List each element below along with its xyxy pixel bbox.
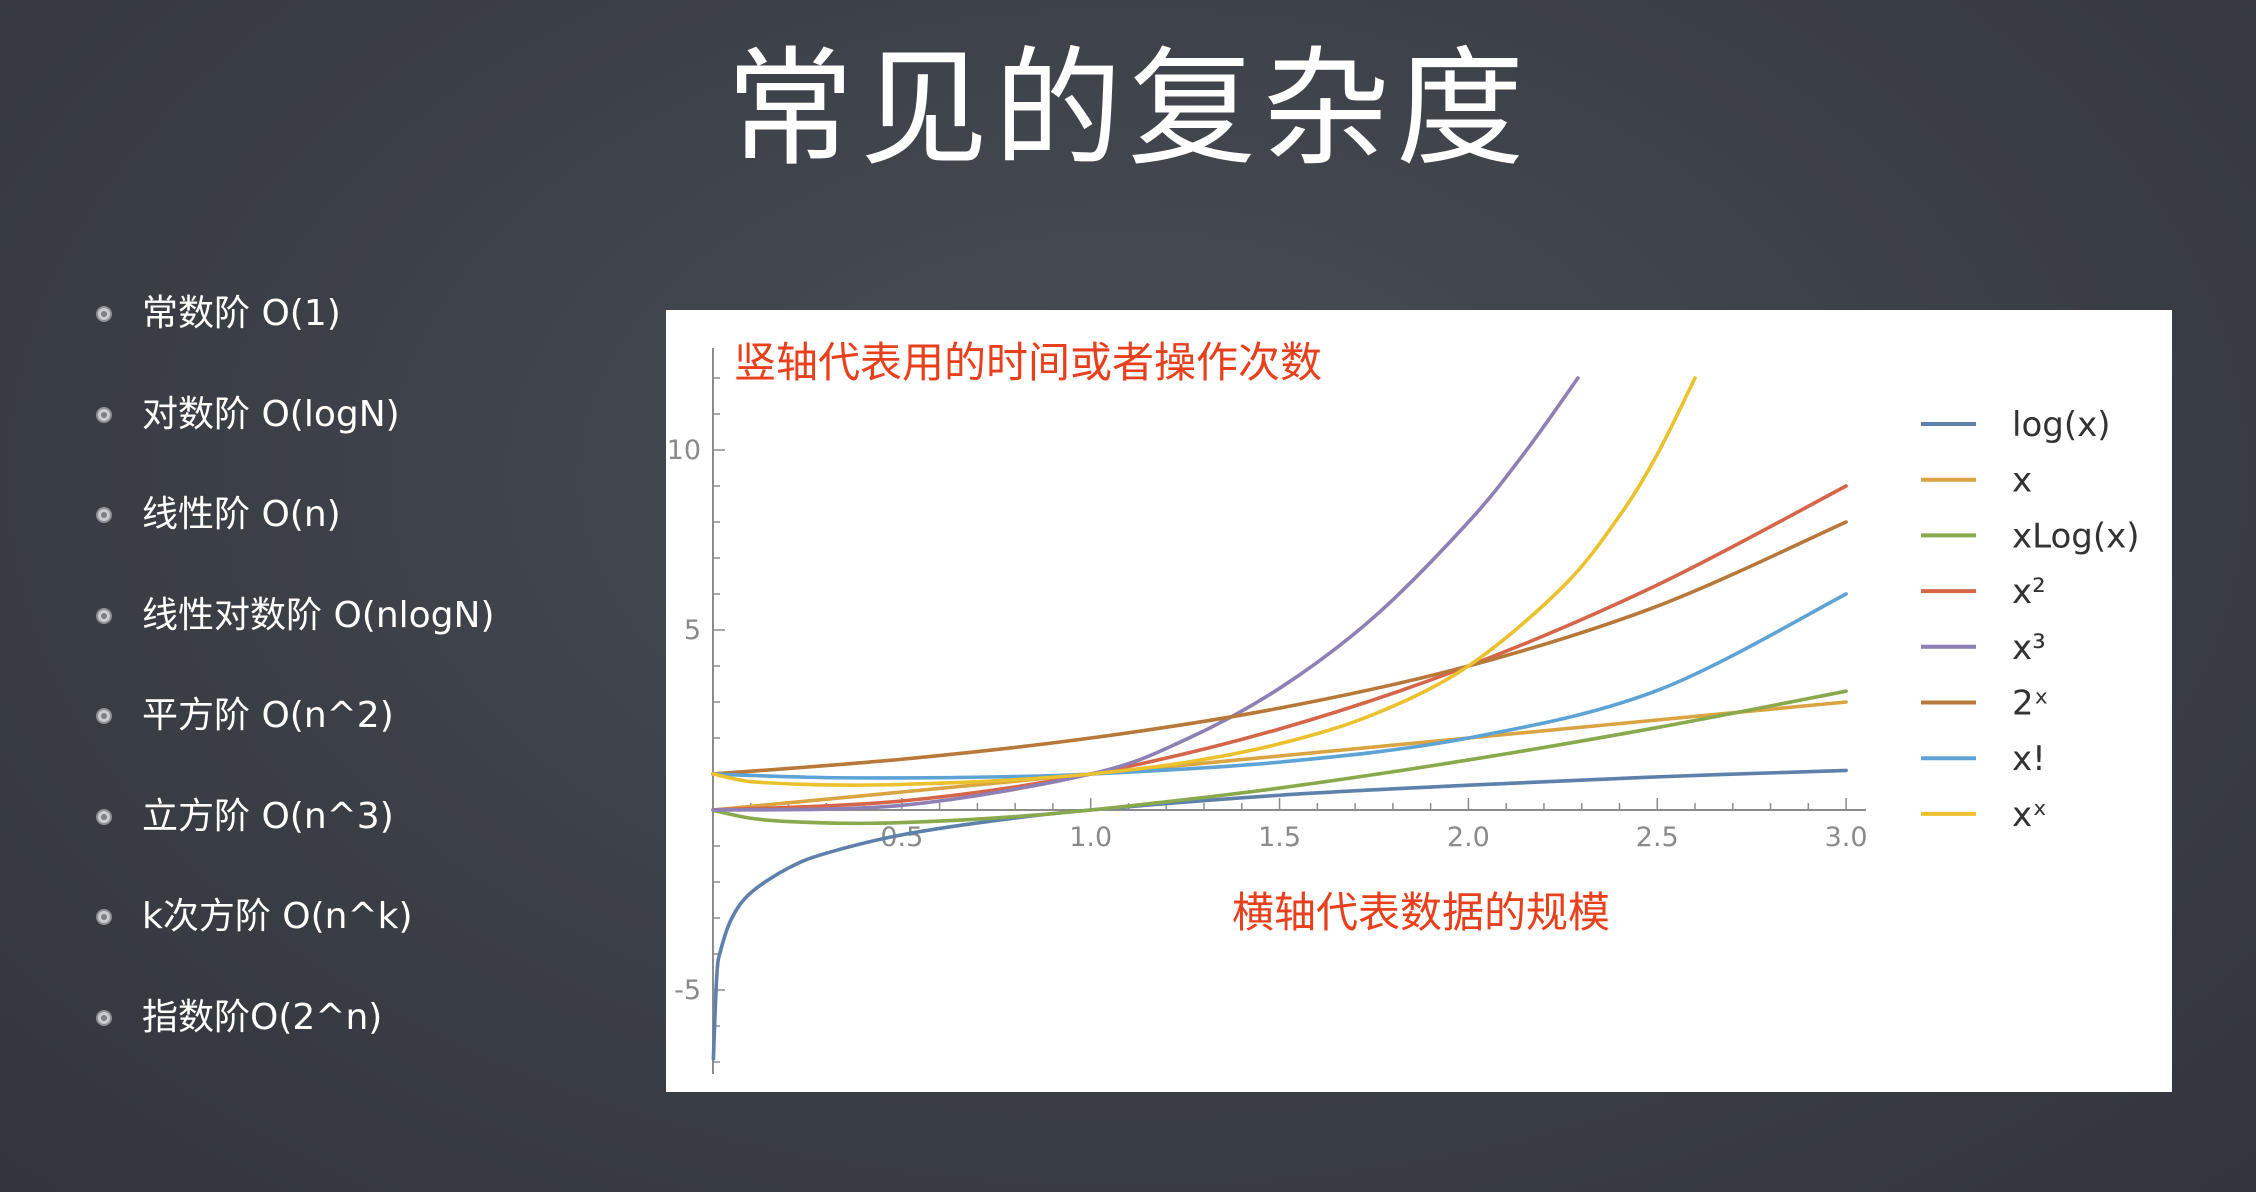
series-line-2 [711,700,1848,812]
list-item-label: k次方阶 O(n^k) [142,896,413,937]
series-line-6 [711,520,1848,776]
complexity-list: 常数阶 O(1) 对数阶 O(logN) 线性阶 O(n) 线性对数阶 O(nl… [96,286,495,1090]
bullet-icon [96,909,112,925]
list-item-label: 线性对数阶 O(nlogN) [142,594,495,636]
x-tick-label: 1.5 [1258,822,1301,853]
list-item: 指数阶O(2^n) [96,990,495,1091]
list-item-label: 对数阶 O(logN) [142,393,400,435]
legend: log(x) x xLog(x) x² x³ 2ˣ x! xˣ [1921,405,2140,835]
y-axis-note: 竖轴代表用的时间或者操作次数 [734,338,1323,387]
list-item: 立方阶 O(n^3) [96,789,495,890]
series-line-8 [711,376,1697,787]
series-line-4 [711,484,1848,812]
list-item-label: 立方阶 O(n^3) [142,795,394,837]
x-tick-label: 3.0 [1825,822,1868,853]
list-item-label: 指数阶O(2^n) [142,996,383,1038]
x-tick-label: 2.0 [1447,822,1490,853]
legend-label: x [2012,461,2032,501]
series-lines [711,376,1848,1061]
chart-panel: 0.5 1.0 1.5 2.0 2.5 3.0 -5 5 10 log(x) x xLog(x) x²… [666,310,2172,1092]
bullet-icon [96,306,112,322]
series-line-3 [711,689,1848,826]
list-item-label: 常数阶 O(1) [142,293,341,334]
list-item: 线性阶 O(n) [96,487,495,588]
list-item-label: 线性阶 O(n) [142,494,341,535]
series-line-5 [711,376,1580,812]
bullet-icon [96,406,112,423]
y-tick-label: 10 [667,435,701,466]
list-item: 平方阶 O(n^2) [96,688,495,789]
series-line-1 [711,768,1848,1061]
bullet-icon [96,507,112,523]
legend-label: 2ˣ [2012,684,2049,724]
bullet-icon [96,1009,112,1026]
legend-label: xˣ [2012,795,2047,835]
legend-label: x³ [2012,628,2046,668]
series-line-7 [711,592,1848,780]
legend-label: x² [2012,572,2046,612]
list-item: 线性对数阶 O(nlogN) [96,588,495,689]
list-item: k次方阶 O(n^k) [96,889,495,990]
legend-label: xLog(x) [2012,516,2140,556]
bullet-icon [96,808,112,825]
list-item: 常数阶 O(1) [96,286,495,387]
list-item-label: 平方阶 O(n^2) [142,695,394,736]
slide-title: 常见的复杂度 [725,35,1530,184]
list-item: 对数阶 O(logN) [96,387,495,488]
x-axis-note: 横轴代表数据的规模 [1232,888,1611,937]
x-tick-label: 2.5 [1636,822,1679,853]
x-tick-label: 1.0 [1069,822,1112,853]
legend-label: log(x) [2012,405,2110,445]
legend-label: x! [2012,739,2046,779]
bullet-icon [96,708,112,724]
y-tick-label: 5 [684,615,701,646]
y-tick-label: -5 [674,975,701,1006]
bullet-icon [96,607,112,624]
